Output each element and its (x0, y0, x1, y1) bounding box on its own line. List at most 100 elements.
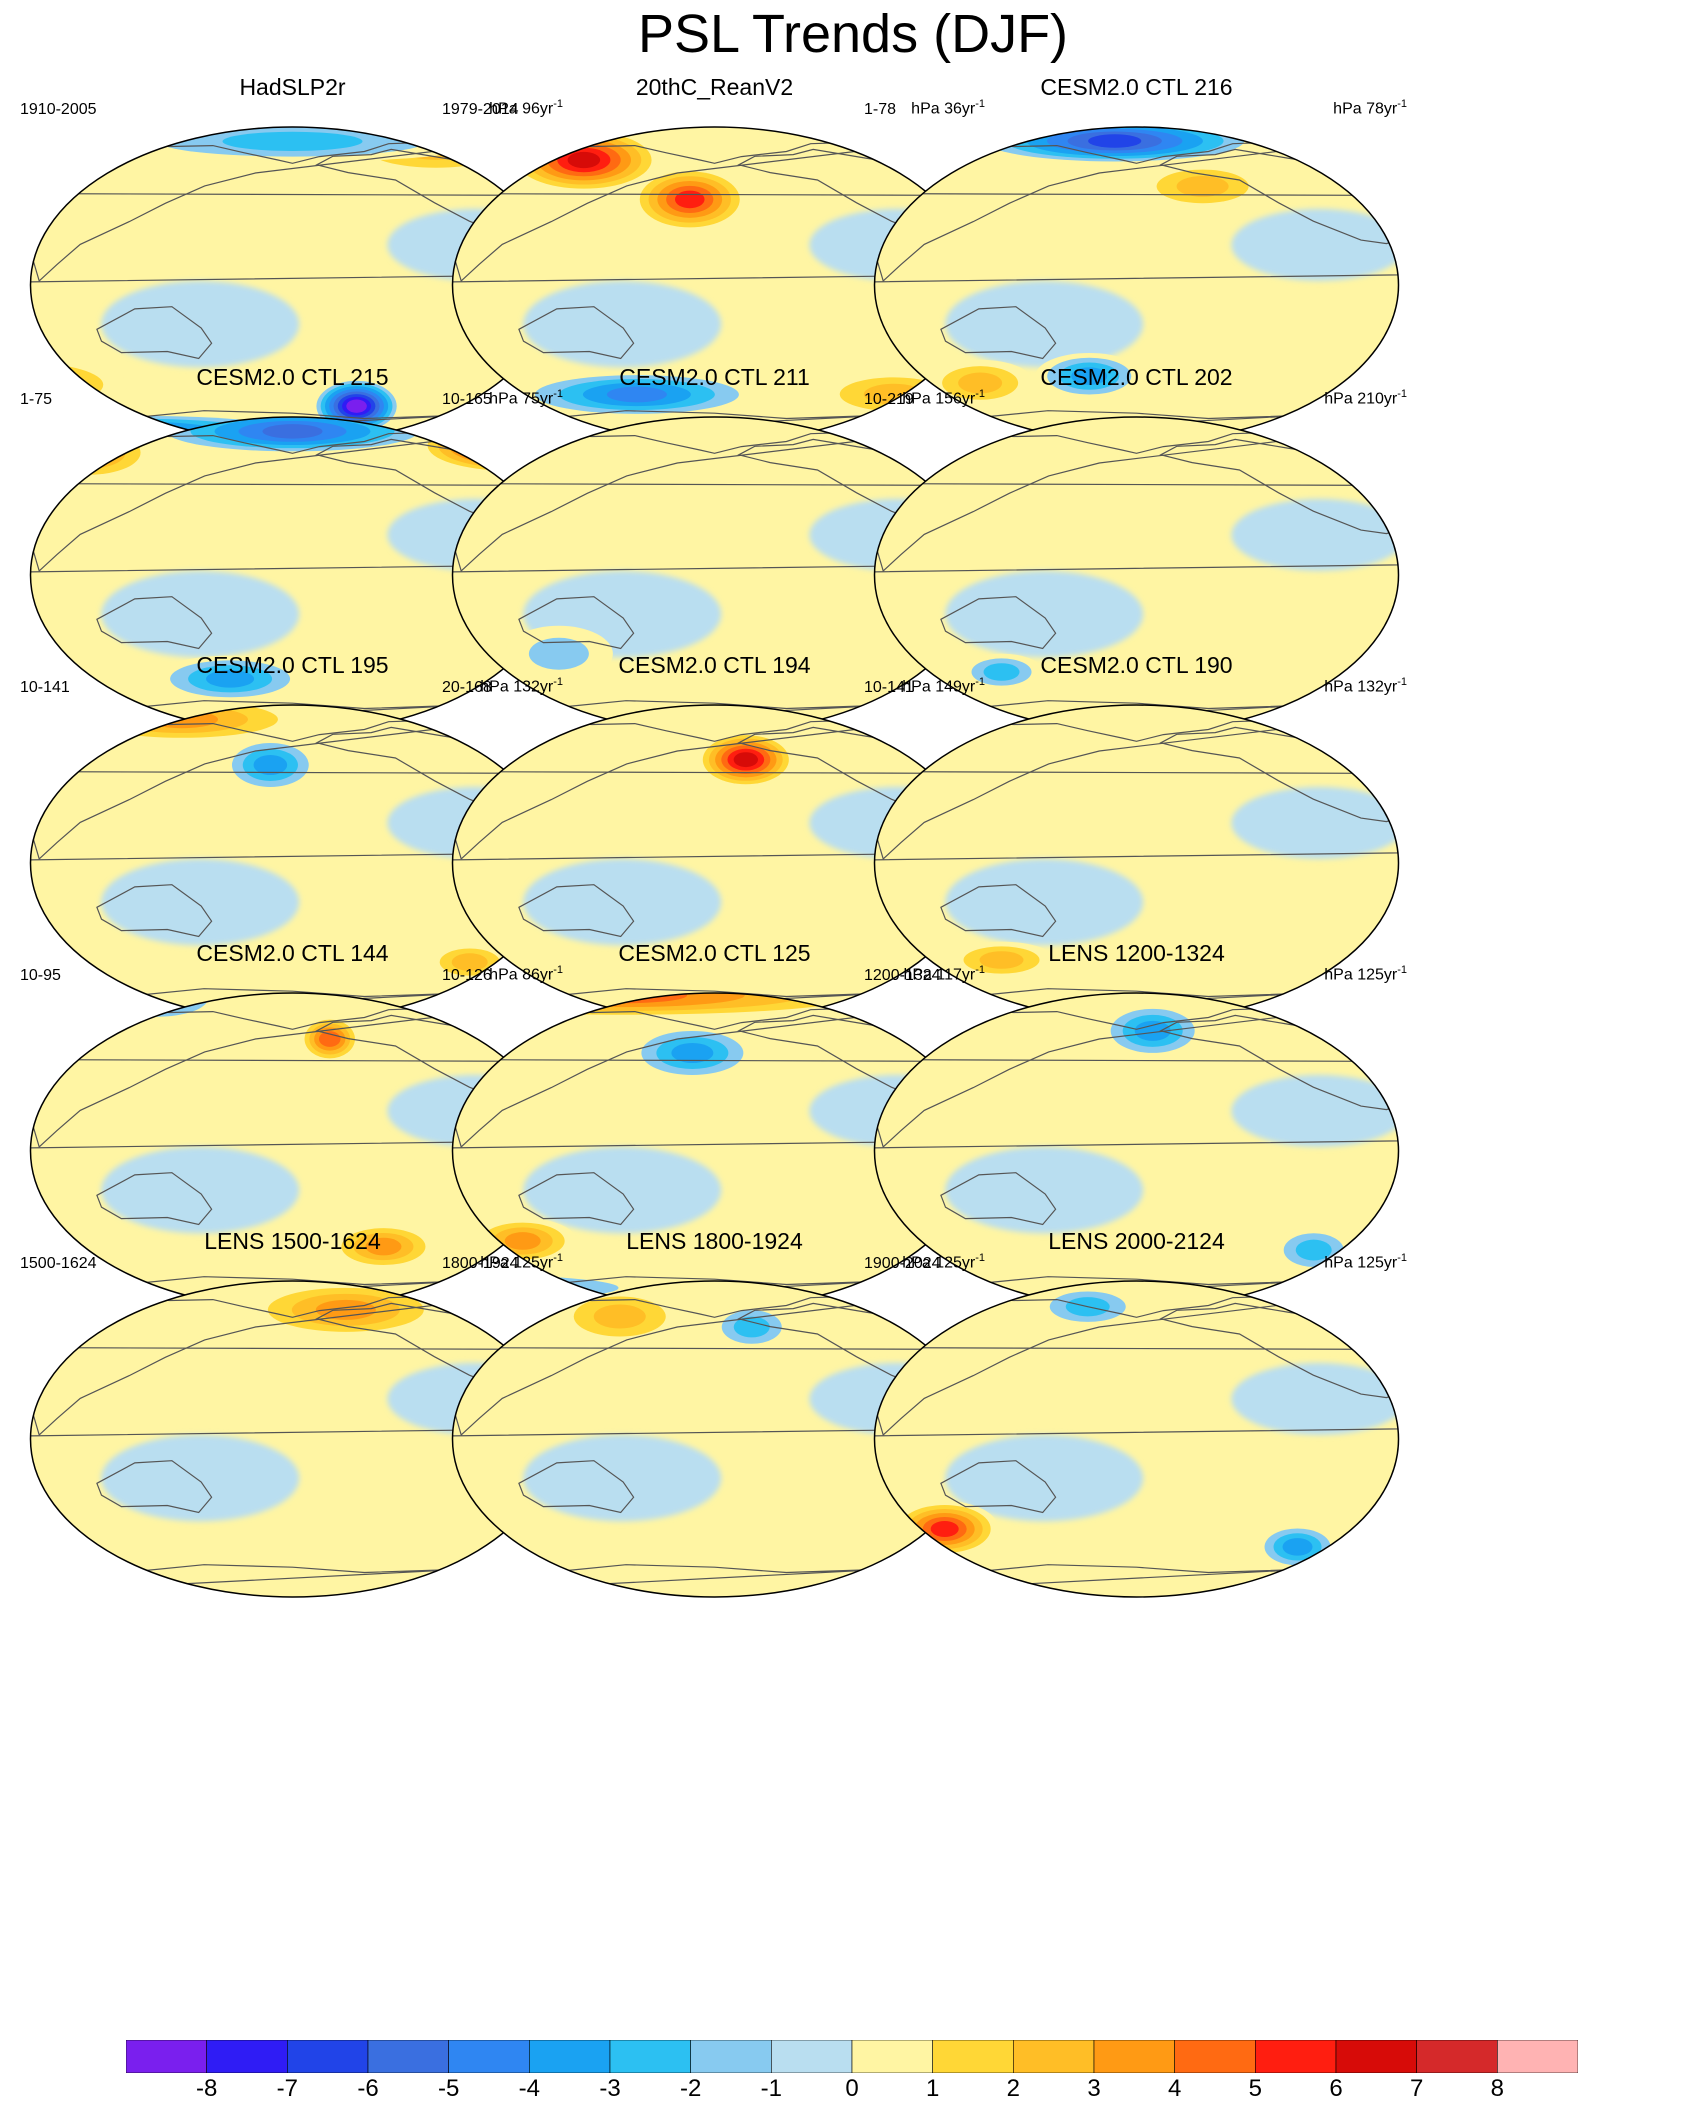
negative-region (945, 570, 1144, 658)
anomaly-contour (674, 190, 705, 209)
units-text: hPa 96yr (489, 100, 554, 118)
negative-region (945, 1434, 1144, 1522)
panel-title: CESM2.0 CTL 202 (1040, 364, 1233, 390)
panel-units: hPa 96yr-1 (489, 94, 563, 119)
colorbar-segment (771, 2040, 853, 2073)
panel-title: LENS 1200-1324 (1048, 940, 1225, 966)
anomaly-contour (983, 663, 1020, 681)
anomaly-contour (733, 752, 758, 768)
coastline (874, 430, 1346, 572)
anomaly-contour (1338, 726, 1391, 747)
anomaly-contour (528, 637, 589, 670)
coastline (30, 140, 502, 282)
negative-region (523, 280, 722, 368)
units-text: hPa 149yr (902, 678, 976, 696)
panel-period: 10-165 (442, 391, 492, 408)
colorbar-segment (1093, 2040, 1175, 2073)
coastline (518, 1460, 635, 1514)
anomaly-contour (979, 951, 1024, 969)
units-exponent: -1 (975, 388, 985, 400)
colorbar (126, 2040, 1578, 2073)
units-text: hPa 78yr (1333, 100, 1398, 118)
units-exponent: -1 (975, 98, 985, 110)
coastline (940, 596, 1057, 650)
negative-region (523, 858, 722, 946)
coastline (940, 306, 1057, 360)
units-text: hPa 75yr (489, 390, 554, 408)
anomaly-contour (1328, 133, 1399, 190)
panel-title: CESM2.0 CTL 216 (1040, 74, 1233, 100)
coastline (30, 430, 502, 572)
map-panel: LENS 1200-1324 1200-1324 hPa 125yr-1 (854, 938, 1419, 1328)
colorbar-segment (206, 2040, 288, 2073)
map-svg (873, 126, 1400, 444)
units-exponent: -1 (1397, 98, 1407, 110)
anomaly-contour (1318, 719, 1399, 754)
units-text: hPa 36yr (911, 100, 976, 118)
panel-title: HadSLP2r (239, 74, 346, 100)
anomaly-contour (53, 436, 126, 469)
panel-units: hPa 125yr-1 (902, 1248, 985, 1273)
negative-region (945, 858, 1144, 946)
map-background (874, 417, 1399, 733)
units-exponent: -1 (553, 1252, 563, 1264)
anomaly-contour (1176, 176, 1229, 197)
coastline (452, 140, 924, 282)
colorbar-segment (1335, 2040, 1417, 2073)
negative-region (945, 280, 1144, 368)
coastline (96, 884, 213, 938)
anomaly-contour (1370, 145, 1399, 178)
anomaly-contour (958, 372, 1003, 394)
colorbar-segment (529, 2040, 611, 2073)
coastline (518, 306, 635, 360)
map-background (874, 1281, 1399, 1597)
panel-title: CESM2.0 CTL 144 (196, 940, 389, 966)
panel-title: CESM2.0 CTL 190 (1040, 652, 1233, 678)
anomaly-contour (1362, 450, 1399, 468)
units-text: hPa 125yr (902, 1254, 976, 1272)
colorbar-segment (932, 2040, 1014, 2073)
negative-region (101, 1146, 300, 1234)
coastline (940, 884, 1057, 938)
panel-period: 1910-2005 (20, 101, 97, 118)
panel-title: 20thC_ReanV2 (635, 74, 794, 100)
anomaly-contour (1295, 1239, 1332, 1261)
units-exponent: -1 (975, 676, 985, 688)
units-exponent: -1 (1397, 964, 1407, 976)
panel-units: hPa 149yr-1 (902, 672, 985, 697)
negative-region (1231, 1074, 1399, 1147)
coastline (518, 884, 635, 938)
colorbar-segment (690, 2040, 772, 2073)
colorbar-label: -8 (195, 2075, 218, 2102)
colorbar-segment (1174, 2040, 1256, 2073)
colorbar-segment (1497, 2040, 1578, 2073)
coastline (96, 1172, 213, 1226)
units-exponent: -1 (1397, 388, 1407, 400)
anomaly-contour (253, 754, 288, 775)
panel-period: 10-219 (864, 391, 914, 408)
panel-units: hPa 117yr-1 (903, 960, 985, 985)
colorbar-label: -2 (679, 2075, 702, 2102)
colorbar-label: 2 (1006, 2075, 1021, 2102)
page-title: PSL Trends (DJF) (637, 4, 1069, 64)
units-text: hPa 132yr (1324, 678, 1398, 696)
map-panel: CESM2.0 CTL 216 1-78 hPa 78yr-1 (854, 72, 1419, 462)
colorbar-segment (287, 2040, 369, 2073)
map-svg (873, 1280, 1400, 1598)
panel-title: CESM2.0 CTL 195 (196, 652, 389, 678)
panel-units: hPa 86yr-1 (489, 960, 563, 985)
colorbar-label: -7 (276, 2075, 298, 2102)
panel-units: hPa 78yr-1 (1333, 94, 1407, 119)
panel-period: 10-141 (20, 679, 70, 696)
colorbar-label: 5 (1248, 2075, 1263, 2102)
anomaly-contour (733, 1316, 770, 1338)
map-svg (873, 992, 1400, 1310)
anomaly-contour (262, 424, 323, 439)
colorbar-label: 3 (1087, 2075, 1101, 2102)
colorbar-label: 7 (1409, 2075, 1424, 2102)
coastline (874, 140, 1346, 282)
panel-period: 10-126 (442, 967, 492, 984)
panel-units: hPa 125yr-1 (480, 1248, 563, 1273)
negative-region (1231, 498, 1399, 571)
map-border (873, 1280, 1400, 1598)
